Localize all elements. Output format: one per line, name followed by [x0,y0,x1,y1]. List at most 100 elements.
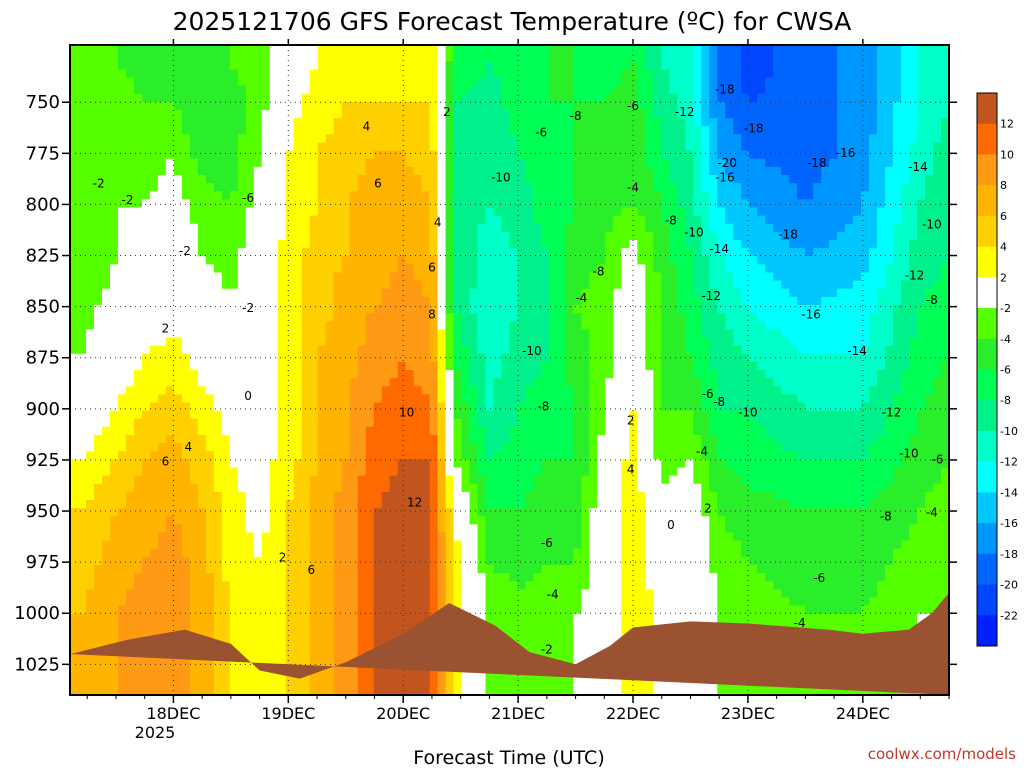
temperature-cell [405,410,415,420]
temperature-cell [213,361,223,371]
temperature-cell [533,459,543,469]
temperature-cell [309,256,319,265]
temperature-cell [421,93,431,103]
temperature-cell [445,142,455,152]
temperature-cell [181,207,191,217]
temperature-cell [429,264,439,274]
temperature-cell [437,589,447,599]
temperature-cell [549,248,559,257]
temperature-cell [381,621,391,631]
temperature-cell [181,305,191,314]
temperature-cell [493,150,503,160]
temperature-cell [189,556,199,566]
temperature-cell [421,134,431,144]
temperature-cell [213,467,223,477]
temperature-cell [165,61,175,70]
temperature-cell [501,435,511,444]
temperature-cell [309,142,319,152]
temperature-cell [333,451,343,460]
temperature-cell [141,240,151,249]
temperature-cell [173,565,183,574]
temperature-cell [469,61,479,70]
temperature-cell [557,101,567,111]
temperature-cell [445,467,455,477]
temperature-cell [197,621,207,631]
temperature-cell [181,386,191,395]
temperature-cell [317,77,327,87]
temperature-cell [533,142,543,152]
temperature-cell [509,280,519,290]
temperature-cell [149,215,159,225]
temperature-cell [181,378,191,387]
temperature-cell [381,337,391,347]
temperature-cell [221,166,231,176]
temperature-cell [141,207,151,217]
temperature-cell [109,370,119,379]
temperature-cell [293,451,303,460]
temperature-cell [173,378,183,387]
temperature-cell [493,491,503,501]
temperature-cell [437,69,447,79]
temperature-cell [373,191,383,200]
temperature-cell [253,686,263,695]
temperature-cell [197,556,207,566]
temperature-cell [85,475,95,485]
temperature-cell [301,53,311,62]
temperature-cell [221,110,231,119]
temperature-cell [165,337,175,347]
temperature-cell [365,85,375,95]
temperature-cell [461,150,471,160]
temperature-cell [157,475,167,485]
temperature-cell [381,53,391,62]
temperature-cell [445,581,455,590]
temperature-cell [277,248,287,257]
temperature-cell [277,280,287,290]
temperature-cell [541,532,551,542]
temperature-cell [461,435,471,444]
temperature-cell [445,110,455,119]
temperature-cell [293,524,303,534]
temperature-cell [429,337,439,347]
temperature-cell [261,678,271,688]
temperature-cell [101,101,111,111]
temperature-cell [197,183,207,192]
temperature-cell [501,240,511,249]
temperature-cell [493,516,503,525]
temperature-cell [133,467,143,477]
temperature-cell [389,134,399,144]
temperature-cell [389,248,399,257]
temperature-cell [389,678,399,688]
temperature-cell [301,654,311,664]
temperature-cell [509,565,519,574]
temperature-cell [237,110,247,119]
temperature-cell [533,426,543,436]
temperature-cell [485,305,495,314]
temperature-cell [149,256,159,265]
temperature-cell [485,118,495,127]
temperature-cell [549,337,559,347]
temperature-cell [485,337,495,347]
temperature-cell [405,207,415,217]
temperature-cell [509,231,519,241]
temperature-cell [189,467,199,477]
temperature-cell [405,605,415,615]
temperature-cell [509,272,519,282]
temperature-cell [413,508,423,517]
temperature-cell [277,394,287,404]
temperature-cell [469,248,479,257]
temperature-cell [525,451,535,460]
temperature-cell [261,386,271,395]
temperature-cell [509,670,519,680]
temperature-cell [189,69,199,79]
temperature-cell [301,516,311,525]
temperature-cell [253,678,263,688]
temperature-cell [517,556,527,566]
temperature-cell [149,532,159,542]
temperature-cell [117,118,127,127]
temperature-cell [317,166,327,176]
temperature-cell [133,556,143,566]
temperature-cell [245,126,255,135]
temperature-cell [357,69,367,79]
temperature-cell [285,491,295,501]
temperature-cell [461,305,471,314]
